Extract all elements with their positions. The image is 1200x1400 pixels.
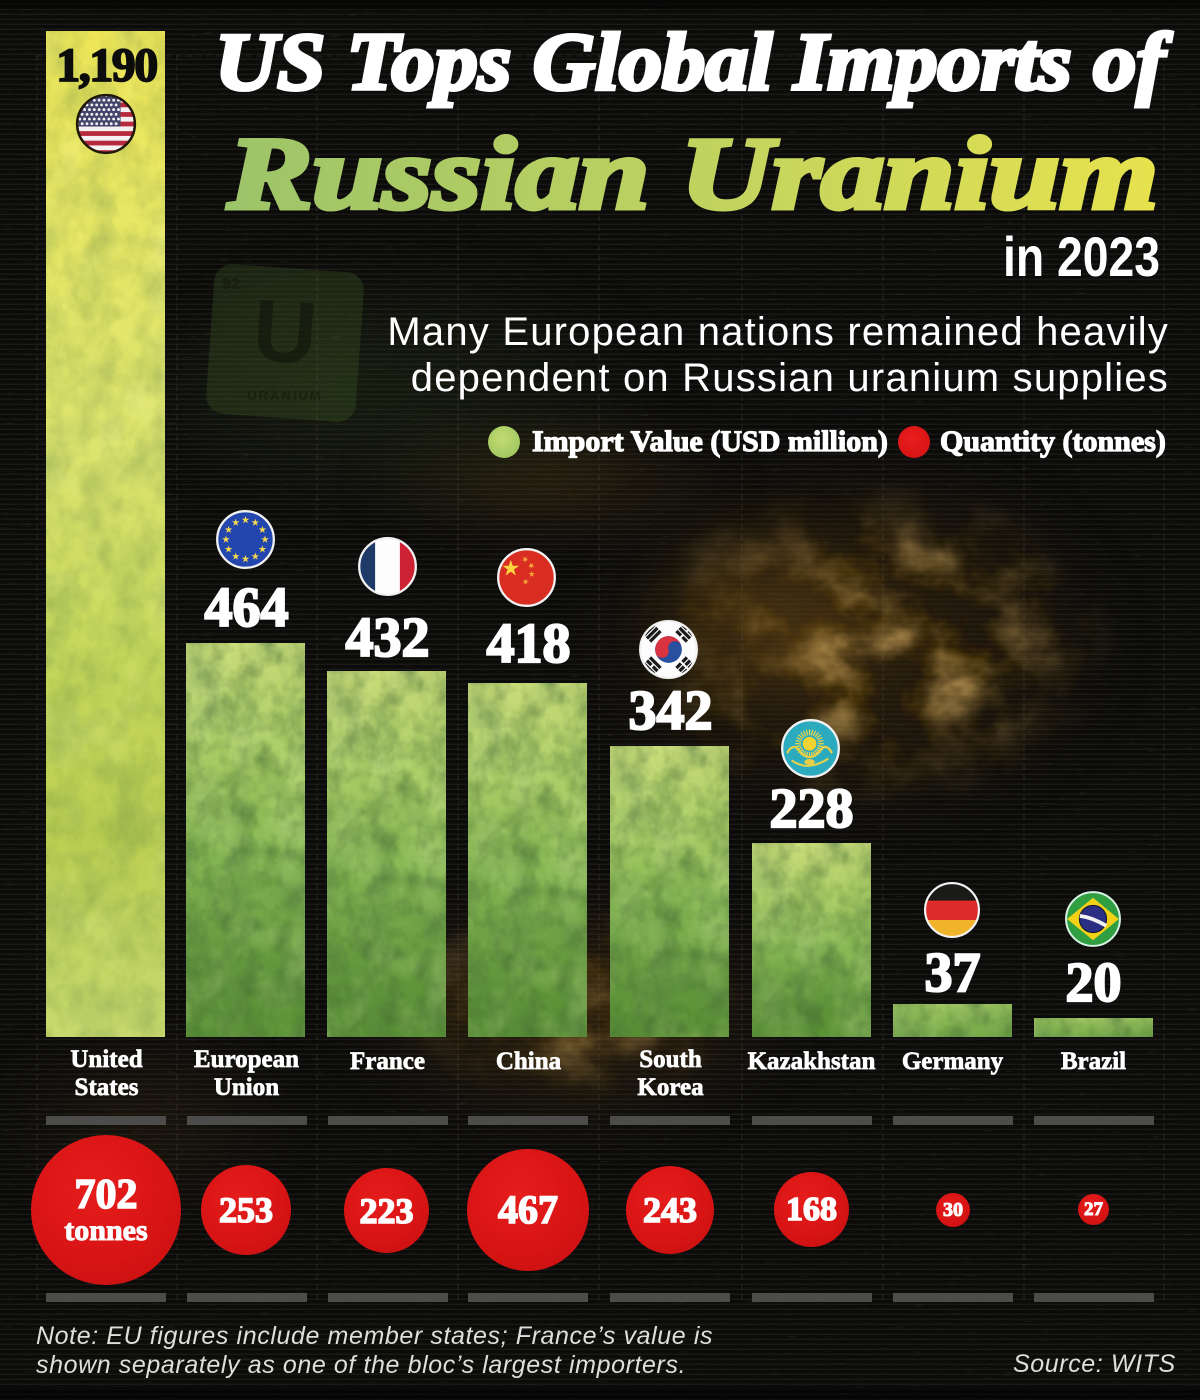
svg-text:US Tops Global Imports of: US Tops Global Imports of xyxy=(215,16,1173,107)
svg-text:Russian Uranium: Russian Uranium xyxy=(227,117,1158,231)
svg-text:in 2023: in 2023 xyxy=(1003,225,1160,288)
